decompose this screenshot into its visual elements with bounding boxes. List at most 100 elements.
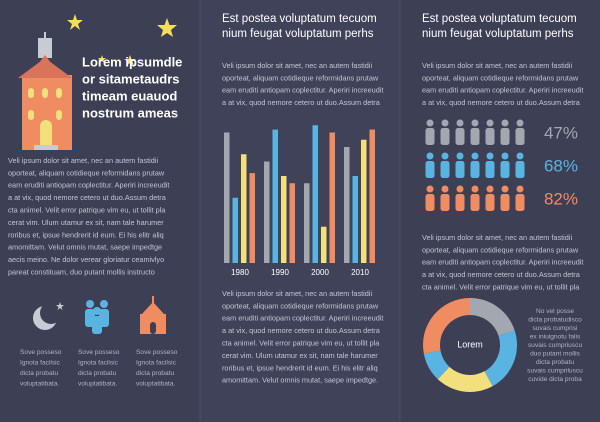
- bar: [289, 183, 295, 263]
- bar: [272, 129, 278, 263]
- donut-center: Lorem: [457, 339, 483, 349]
- person-body: [440, 161, 450, 178]
- stat-value: 68%: [544, 156, 578, 175]
- person-head: [456, 152, 464, 160]
- body-line: eam eruditi antiopam coplectitur. Aperir…: [8, 181, 169, 190]
- person-body: [425, 161, 435, 178]
- bar: [369, 129, 375, 263]
- small-line: ex iniuignotu falis: [530, 333, 581, 340]
- person-head: [441, 185, 449, 193]
- person-head: [516, 185, 524, 193]
- small-line: dicta probatu: [78, 370, 116, 377]
- person-body: [485, 194, 495, 211]
- person-body: [515, 128, 525, 145]
- body-line: eam eruditi antiopam coplectitur. Aperir…: [422, 258, 583, 267]
- body-line: Veli ipsum dolor sit amet, nec an autem …: [8, 156, 158, 165]
- person-body: [440, 194, 450, 211]
- person-head: [501, 119, 509, 127]
- head-line: nostrum ameas: [82, 105, 178, 120]
- bar: [224, 132, 230, 263]
- x-tick-label: 1990: [271, 268, 289, 277]
- head-line: timeam euauod: [82, 88, 177, 103]
- small-line: voluptatibata.: [78, 380, 117, 387]
- body-line: Veli ipsum dolor sit amet, nec an autem …: [422, 61, 572, 70]
- body-line: eam eruditi antiopam coplectitur. Aperir…: [222, 314, 383, 323]
- person-head: [456, 119, 464, 127]
- body-line: a at vix, quod nemore cetero ut duo.Assu…: [222, 326, 381, 335]
- donut-segment: [470, 298, 515, 336]
- bar: [352, 176, 358, 263]
- small-line: cuvide dicta proba: [528, 376, 582, 383]
- body-line: Veli ipsum dolor sit amet, nec an autem …: [222, 61, 372, 70]
- person-head: [501, 185, 509, 193]
- bar: [321, 226, 327, 263]
- donut-hole: [441, 316, 499, 374]
- body-line: amomittam. Velut omnis mutat, saepe impe…: [8, 243, 162, 252]
- head-line: or sitametaudrs: [82, 71, 180, 86]
- church-illustration: [18, 32, 72, 150]
- person-body: [425, 194, 435, 211]
- person-body: [470, 161, 480, 178]
- person-head: [426, 119, 434, 127]
- body-line: a at vix, quod nemore cetero ut duo.Assu…: [222, 98, 381, 107]
- body-line: Veli ipsum dolor sit amet, nec an autem …: [222, 289, 372, 298]
- body-line: roribus et, ipsue hendrerit id eum. Ei h…: [222, 363, 378, 372]
- bar: [312, 125, 318, 263]
- small-line: dicta probatu: [20, 370, 58, 377]
- person-head: [471, 185, 479, 193]
- small-line: Sove posseso: [20, 349, 62, 356]
- small-line: Sove posseso: [78, 349, 120, 356]
- person-head: [426, 152, 434, 160]
- body-line: cerat vim. Ulum utamur ex sit, nam tale …: [222, 351, 378, 360]
- person-body: [455, 194, 465, 211]
- person-body: [485, 128, 495, 145]
- bar: [249, 173, 255, 263]
- person-head: [426, 185, 434, 193]
- body-line: roribus et, ipsue hendrerit id eum. Ei h…: [8, 230, 164, 239]
- body-line: oporteat, aliquam cotidieque reformidans…: [222, 301, 379, 310]
- body-line: a at vix, quod nemore cetero ut duo.Assu…: [422, 98, 581, 107]
- bar: [304, 183, 310, 263]
- small-line: suvais cumpriluscu: [527, 367, 583, 374]
- stars: [67, 14, 177, 66]
- person-body: [470, 194, 480, 211]
- bar: [361, 139, 367, 263]
- small-line: Ignota facilsic: [78, 359, 119, 366]
- bar: [281, 176, 287, 263]
- body-line: a at vix, quod nemore cetero ut duo.Assu…: [8, 193, 167, 202]
- body-line: eam eruditi antiopam coplectitur. Aperir…: [422, 86, 583, 95]
- bar: [344, 147, 350, 263]
- body-line: oporteat, aliquam cotidieque reformidans…: [422, 245, 579, 254]
- person-head: [471, 119, 479, 127]
- person-body: [500, 128, 510, 145]
- body-line: eam eruditi antiopam coplectitur. Aperir…: [222, 86, 383, 95]
- bar: [241, 154, 247, 263]
- person-head: [471, 152, 479, 160]
- person-body: [455, 128, 465, 145]
- small-line: dicta probatudisco: [528, 316, 582, 323]
- bar: [264, 161, 270, 263]
- x-tick-label: 2000: [311, 268, 329, 277]
- small-line: Ignota facilsic: [20, 359, 61, 366]
- body-line: cerat vim. Ulum utamur ex sit, nam tale …: [8, 218, 164, 227]
- small-line: No vel posse: [536, 308, 574, 315]
- head-line: Lorem ipsumdle: [82, 54, 182, 69]
- person-head: [516, 119, 524, 127]
- person-head: [516, 152, 524, 160]
- person-head: [456, 185, 464, 193]
- body-line: oporteat, aliquam cotidieque reformidans…: [222, 73, 379, 82]
- person-body: [440, 128, 450, 145]
- body-line: cta animel. Velit error patrique vim eu,…: [422, 283, 580, 292]
- body-line: a at vix, quod nemore cetero ut duo.Assu…: [422, 270, 581, 279]
- person-head: [486, 185, 494, 193]
- small-line: Ignota facilsic: [136, 359, 177, 366]
- stat-value: 47%: [544, 123, 578, 142]
- icons: [33, 296, 166, 334]
- person-head: [486, 119, 494, 127]
- person-body: [470, 128, 480, 145]
- bar: [329, 132, 335, 263]
- title-line: Est postea voluptatum tecuom: [422, 13, 577, 25]
- person-head: [441, 119, 449, 127]
- small-line: suvais cumprisi: [532, 325, 578, 332]
